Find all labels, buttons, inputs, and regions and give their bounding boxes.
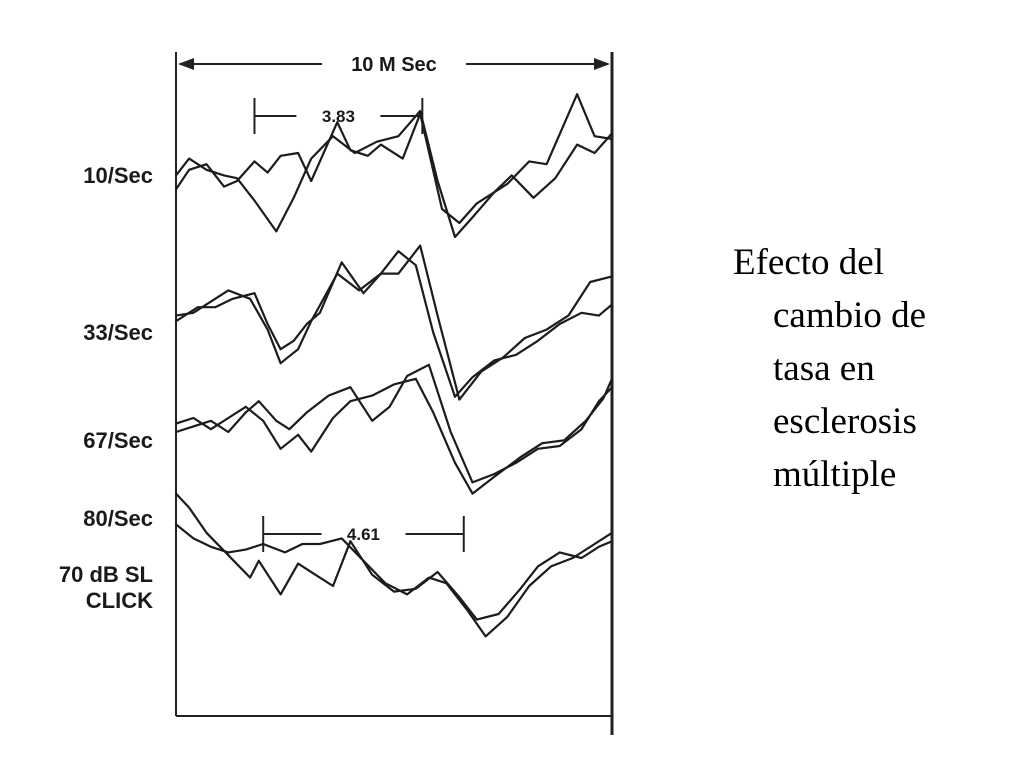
row-label-80-sec: 80/Sec [83,506,153,531]
row-label-33-sec: 33/Sec [83,320,153,345]
arrow-right-icon [594,58,610,70]
caption-line: tasa en [773,348,875,389]
caption-line: Efecto del [733,242,884,283]
caption-line: esclerosis [773,401,917,442]
stimulus-label-level: 70 dB SL [59,562,153,587]
caption-line: múltiple [773,454,897,495]
time-scale-bar: 10 M Sec [178,54,610,76]
latency-label-4-61: 4.61 [347,525,380,544]
waveform-row-2-trace-1 [174,363,614,484]
caption-line: cambio de [773,295,927,336]
waveform-row-0-trace-1 [174,93,614,225]
latency-bracket-3-83: 3.83 [253,98,424,134]
waveform-row-0-trace-2 [174,109,614,239]
waveform-row-3-trace-2 [174,523,614,638]
waveform-traces [174,93,614,638]
waveform-row-3-trace-1 [174,492,614,621]
slide-caption: Efecto del cambio de tasa en esclerosis … [733,236,1003,501]
row-label-10-sec: 10/Sec [83,163,153,188]
row-label-67-sec: 67/Sec [83,428,153,453]
waveform-row-2-trace-2 [174,377,614,495]
latency-bracket-4-61: 4.61 [262,516,465,552]
arrow-left-icon [178,58,194,70]
time-scale-label: 10 M Sec [351,54,437,76]
stimulus-label-click: CLICK [86,588,153,613]
waveform-row-1-trace-1 [174,244,614,401]
latency-label-3-83: 3.83 [322,107,355,126]
waveform-row-1-trace-2 [174,250,614,398]
